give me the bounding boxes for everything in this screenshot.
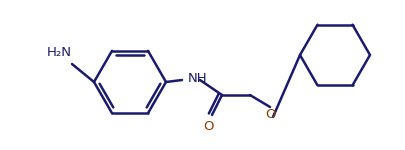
Text: NH: NH <box>188 72 208 84</box>
Text: O: O <box>266 108 276 120</box>
Text: H₂N: H₂N <box>47 45 72 58</box>
Text: O: O <box>204 120 214 132</box>
